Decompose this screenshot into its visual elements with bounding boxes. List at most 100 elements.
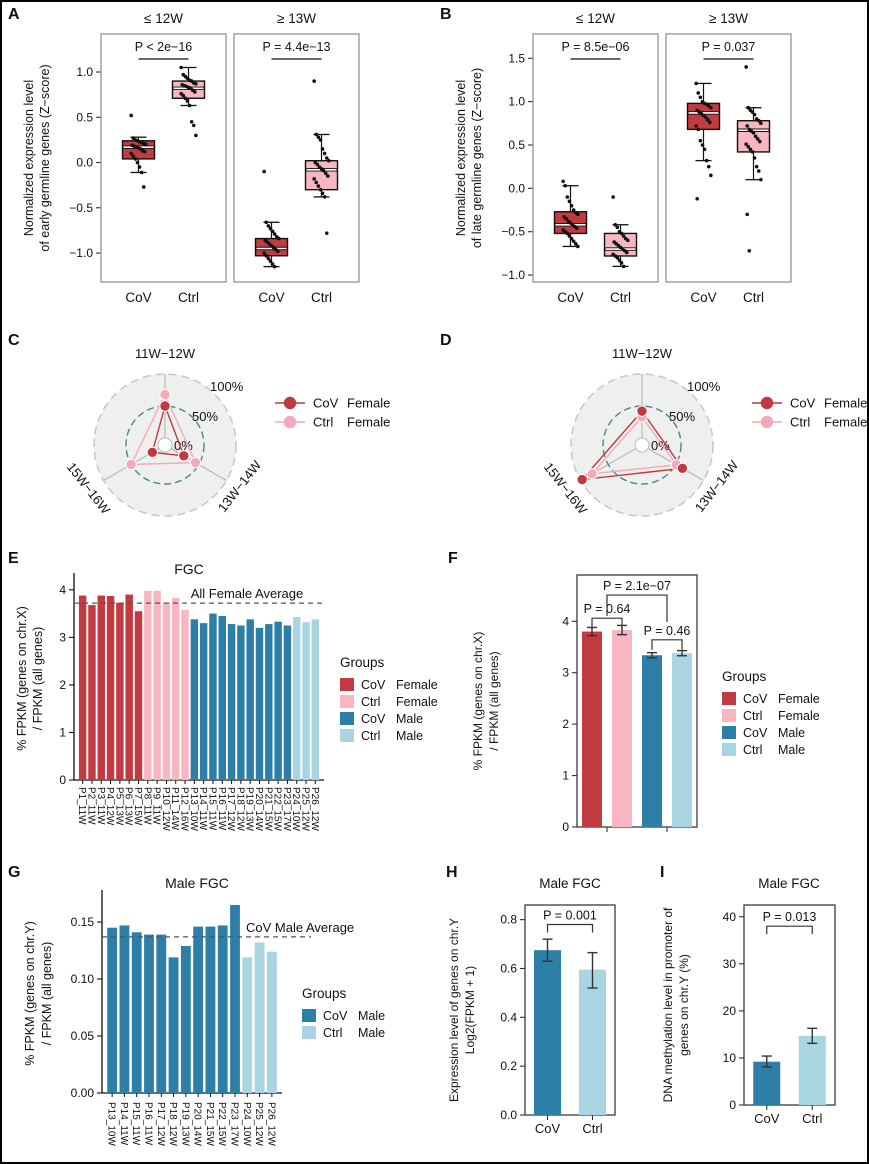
svg-text:P22_15W: P22_15W bbox=[216, 1102, 227, 1146]
svg-text:2: 2 bbox=[562, 717, 569, 731]
svg-text:CoV: CoV bbox=[361, 678, 386, 692]
svg-text:CoV: CoV bbox=[754, 1111, 780, 1126]
svg-text:Female: Female bbox=[396, 695, 438, 709]
svg-text:CoV: CoV bbox=[535, 1121, 561, 1136]
svg-text:40: 40 bbox=[723, 910, 737, 924]
panel-g: G Male FGC % FPKM (genes on chr.Y) / FPKM … bbox=[6, 864, 442, 1162]
svg-text:≥ 13W: ≥ 13W bbox=[277, 11, 316, 26]
svg-text:P15_11W: P15_11W bbox=[206, 787, 217, 831]
svg-text:P16_11W: P16_11W bbox=[216, 787, 227, 831]
svg-text:P < 2e−16: P < 2e−16 bbox=[135, 40, 193, 54]
svg-text:≤ 12W: ≤ 12W bbox=[144, 11, 183, 26]
svg-text:1.0: 1.0 bbox=[508, 95, 525, 109]
svg-text:CoV Male Average: CoV Male Average bbox=[246, 920, 354, 935]
svg-text:Male: Male bbox=[396, 712, 423, 726]
svg-text:Groups: Groups bbox=[302, 986, 347, 1001]
svg-text:0%: 0% bbox=[651, 438, 670, 453]
svg-text:Ctrl: Ctrl bbox=[311, 290, 332, 305]
panel-letter-c: C bbox=[8, 332, 20, 349]
svg-text:CoV: CoV bbox=[323, 1009, 348, 1023]
svg-text:Ctrl: Ctrl bbox=[743, 709, 762, 723]
svg-text:P = 8.5e−06: P = 8.5e−06 bbox=[562, 40, 630, 54]
svg-text:/ FPKM (all genes): / FPKM (all genes) bbox=[487, 651, 501, 750]
svg-text:−0.5: −0.5 bbox=[501, 225, 525, 239]
svg-text:P = 0.46: P = 0.46 bbox=[644, 624, 691, 638]
svg-text:CoV: CoV bbox=[313, 396, 339, 411]
svg-text:DNA methylation level in promo: DNA methylation level in promoter of bbox=[661, 907, 675, 1102]
svg-text:P11_14W: P11_14W bbox=[169, 787, 180, 831]
svg-text:Female: Female bbox=[347, 396, 390, 411]
svg-text:P = 0.001: P = 0.001 bbox=[543, 909, 597, 923]
svg-text:P = 4.4e−13: P = 4.4e−13 bbox=[263, 40, 331, 54]
panel-c: C 0% 50% 100% 11W−12W 13W−14W 15W−16W CoV Femal… bbox=[6, 332, 434, 547]
svg-text:P25_12W: P25_12W bbox=[253, 1102, 264, 1146]
svg-text:Ctrl: Ctrl bbox=[790, 415, 810, 430]
svg-text:1.0: 1.0 bbox=[76, 65, 93, 79]
svg-text:20: 20 bbox=[723, 1004, 737, 1018]
panel-letter-a: A bbox=[8, 6, 20, 23]
svg-text:Female: Female bbox=[396, 678, 438, 692]
svg-text:4: 4 bbox=[562, 614, 569, 628]
panel-f-chart: % FPKM (genes on chr.X) / FPKM (all genes… bbox=[471, 574, 820, 834]
svg-text:100%: 100% bbox=[687, 379, 721, 394]
svg-text:0.2: 0.2 bbox=[500, 1059, 517, 1073]
svg-text:P24_10W: P24_10W bbox=[290, 787, 301, 831]
svg-text:Ctrl: Ctrl bbox=[743, 290, 764, 305]
svg-text:0.0: 0.0 bbox=[76, 156, 93, 170]
svg-text:of late germline genes (Z−scor: of late germline genes (Z−score) bbox=[470, 68, 484, 248]
svg-text:P19_13W: P19_13W bbox=[244, 787, 255, 831]
svg-text:of early germline genes (Z−sco: of early germline genes (Z−score) bbox=[38, 64, 52, 251]
svg-text:CoV: CoV bbox=[743, 692, 768, 706]
svg-text:−1.0: −1.0 bbox=[69, 246, 93, 260]
svg-text:Log2(FPKM + 1): Log2(FPKM + 1) bbox=[463, 966, 477, 1054]
svg-text:−1.0: −1.0 bbox=[501, 268, 525, 282]
svg-text:−0.5: −0.5 bbox=[69, 201, 93, 215]
svg-text:Normalized expression level: Normalized expression level bbox=[454, 80, 468, 236]
svg-text:Ctrl: Ctrl bbox=[361, 729, 380, 743]
svg-text:P2_11W: P2_11W bbox=[85, 787, 96, 825]
svg-text:Male FGC: Male FGC bbox=[539, 876, 601, 891]
svg-text:P4_12W: P4_12W bbox=[104, 787, 115, 826]
panel-e: E FGC % FPKM (genes on chr.X) / FPKM (all … bbox=[6, 550, 444, 862]
svg-text:P18_12W: P18_12W bbox=[234, 787, 245, 831]
panel-g-chart: Male FGC % FPKM (genes on chr.Y) / FPKM (a… bbox=[23, 875, 385, 1146]
svg-text:3: 3 bbox=[59, 630, 66, 644]
panel-d: D 0% 50% 100% 11W−12W 13W−14W 15W−16W CoV Femal… bbox=[438, 332, 867, 547]
svg-text:P13_10W: P13_10W bbox=[188, 787, 199, 831]
svg-text:P5_13W: P5_13W bbox=[113, 787, 124, 826]
svg-text:P16_11W: P16_11W bbox=[143, 1102, 154, 1146]
svg-text:% FPKM (genes on chr.X): % FPKM (genes on chr.X) bbox=[15, 606, 29, 751]
panel-b-chart: Normalized expression level of late germl… bbox=[454, 11, 792, 305]
svg-text:0.0: 0.0 bbox=[508, 181, 525, 195]
svg-text:Ctrl: Ctrl bbox=[582, 1121, 602, 1136]
svg-text:P25_12W: P25_12W bbox=[300, 787, 311, 831]
panel-letter-i: I bbox=[660, 864, 665, 881]
svg-text:P26_12W: P26_12W bbox=[309, 787, 320, 831]
svg-text:P14_11W: P14_11W bbox=[197, 787, 208, 831]
svg-text:3: 3 bbox=[562, 666, 569, 680]
svg-text:0: 0 bbox=[562, 820, 569, 834]
svg-text:100%: 100% bbox=[210, 379, 244, 394]
svg-text:0.00: 0.00 bbox=[71, 1086, 95, 1100]
svg-text:1: 1 bbox=[59, 725, 66, 739]
svg-text:0.8: 0.8 bbox=[500, 913, 517, 927]
svg-text:0.10: 0.10 bbox=[71, 972, 95, 986]
svg-text:P10_12W: P10_12W bbox=[160, 787, 171, 831]
svg-text:0.15: 0.15 bbox=[71, 915, 95, 929]
svg-text:All Female Average: All Female Average bbox=[191, 586, 304, 601]
svg-text:CoV: CoV bbox=[790, 396, 816, 411]
svg-text:FGC: FGC bbox=[174, 561, 204, 577]
svg-text:P = 0.013: P = 0.013 bbox=[763, 910, 817, 924]
svg-text:CoV: CoV bbox=[125, 290, 151, 305]
panel-h: H Male FGC Expression level of genes on c… bbox=[444, 864, 656, 1162]
svg-text:P12_16W: P12_16W bbox=[179, 787, 190, 831]
panel-letter-b: B bbox=[440, 6, 452, 23]
panel-letter-e: E bbox=[8, 550, 19, 567]
panel-f: F % FPKM (genes on chr.X) / FPKM (all gen… bbox=[446, 550, 867, 862]
svg-text:0.6: 0.6 bbox=[500, 961, 517, 975]
svg-text:P19_13W: P19_13W bbox=[179, 1102, 190, 1146]
panel-b: B Normalized expression level of late ger… bbox=[438, 6, 867, 326]
svg-text:0: 0 bbox=[729, 1098, 736, 1112]
svg-text:P20_14W: P20_14W bbox=[192, 1102, 203, 1146]
